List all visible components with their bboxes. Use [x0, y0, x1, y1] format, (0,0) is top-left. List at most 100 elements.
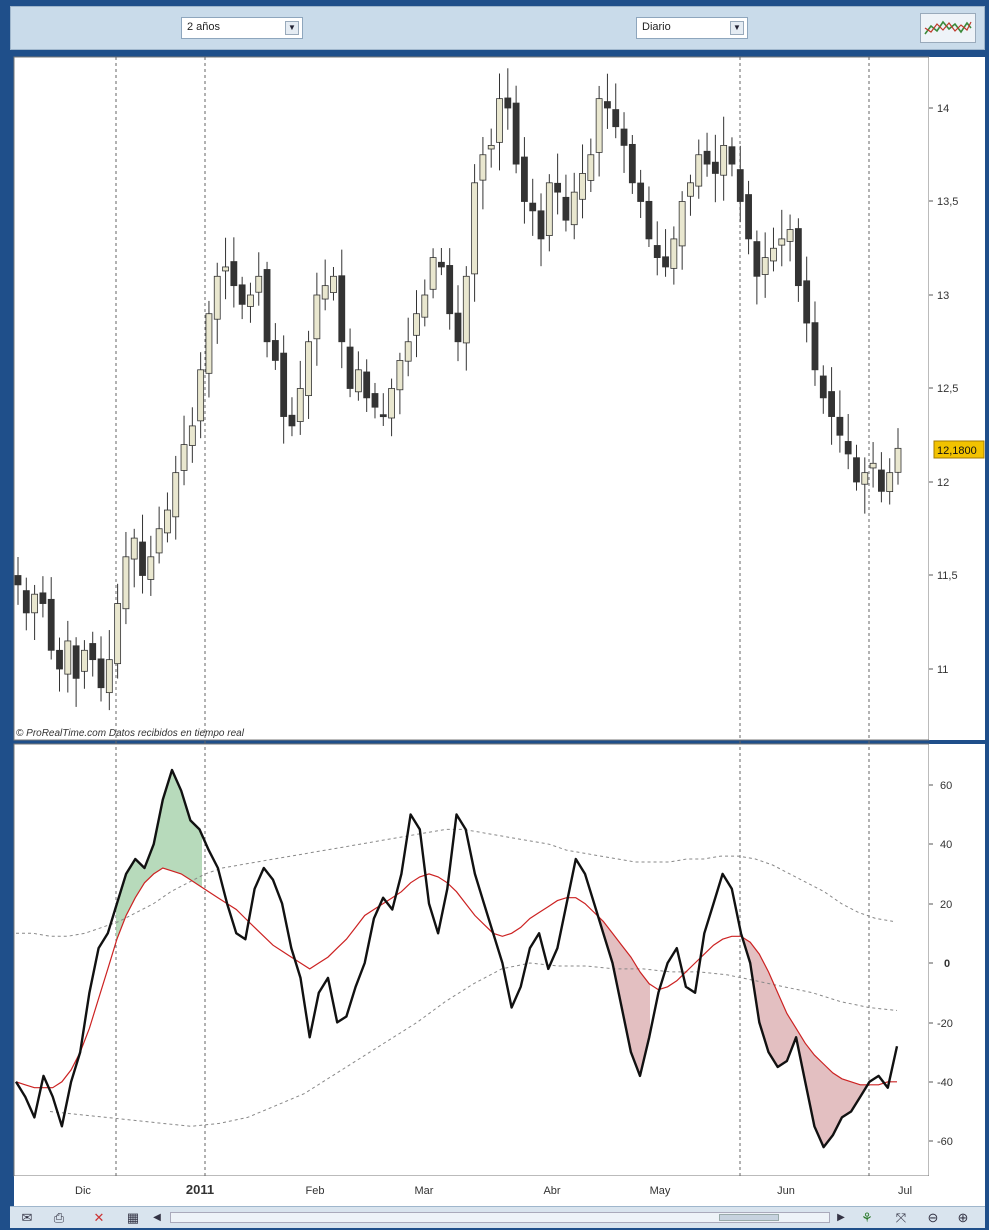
candle-body — [139, 541, 146, 576]
osc-tick-label: 60 — [940, 780, 952, 792]
candle-body — [637, 182, 645, 202]
candle-body — [238, 284, 246, 305]
candle-body — [288, 414, 296, 427]
status-bar: ✉ ⎙ ✕ ▦ ◀ ▶ ⚘ ⤧ ⊖ ⊕ — [10, 1206, 985, 1228]
x-axis-panel — [14, 1176, 985, 1206]
data-source-watermark: © ProRealTime.com Datos recibidos en tie… — [16, 728, 245, 739]
candle-body — [579, 173, 586, 200]
candle-body — [180, 444, 188, 471]
candle-body — [147, 556, 155, 580]
x-tick-label: Mar — [415, 1185, 434, 1197]
candle-body — [720, 144, 728, 176]
calculator-icon[interactable]: ▦ — [126, 1210, 140, 1225]
candle-body — [313, 294, 321, 340]
candle-body — [604, 101, 611, 109]
candle-body — [81, 649, 88, 672]
candle-body — [172, 472, 180, 518]
candle-body — [22, 590, 30, 614]
candle-body — [363, 371, 371, 399]
scroll-left-icon[interactable]: ◀ — [153, 1212, 161, 1223]
price-tick-label: 11 — [937, 664, 948, 676]
candle-body — [853, 457, 860, 483]
period-select-value: 2 años — [187, 21, 221, 33]
scroll-right-icon[interactable]: ▶ — [837, 1212, 845, 1223]
candle-body — [354, 369, 362, 393]
price-tag-box — [933, 440, 985, 459]
zoom-fit-icon[interactable]: ⤧ — [895, 1210, 907, 1225]
candle-body — [155, 528, 163, 554]
candle-body — [745, 194, 752, 240]
candle-body — [819, 375, 827, 399]
zoom-in-icon[interactable]: ⊕ — [957, 1210, 969, 1225]
candle-body — [487, 144, 495, 150]
signal-line — [15, 867, 897, 1089]
candle-body — [570, 191, 578, 226]
candle-body — [794, 228, 802, 287]
candle-body — [379, 414, 387, 418]
x-tick-label: Jun — [777, 1185, 795, 1197]
chart-type-button[interactable] — [920, 13, 976, 43]
osc-axis-panel — [929, 744, 985, 1176]
price-axis-panel — [929, 57, 985, 740]
mail-icon[interactable]: ✉ — [21, 1210, 33, 1225]
candle-body — [620, 128, 628, 146]
x-tick-label: 2011 — [186, 1182, 214, 1197]
candle-body — [164, 509, 171, 534]
interval-select-value: Diario — [642, 21, 671, 33]
candle-body — [869, 462, 877, 469]
print-icon[interactable]: ⎙ — [53, 1210, 65, 1225]
oscillator-line — [14, 768, 899, 1149]
chart-toolbar: 2 años ▼ Diario ▼ — [10, 6, 985, 50]
candle-body — [770, 247, 777, 262]
candle-body — [413, 313, 420, 336]
candle-body — [446, 265, 454, 315]
candle-body — [587, 154, 595, 181]
indicator-icon[interactable]: ⚘ — [861, 1210, 873, 1225]
x-axis: Dic 2011 Feb Mar Abr May Jun Jul — [75, 1182, 912, 1197]
candle-body — [255, 275, 263, 293]
price-tag-text: 12,1800 — [937, 445, 977, 457]
candle-body — [753, 241, 761, 277]
candle-body — [778, 238, 786, 246]
x-tick-label: Feb — [306, 1185, 325, 1197]
candle-body — [545, 182, 553, 236]
period-select[interactable]: 2 años ▼ — [181, 17, 303, 39]
candle-body — [89, 643, 97, 661]
candle-body — [836, 416, 844, 436]
price-tick-label: 14 — [937, 103, 949, 115]
interval-select[interactable]: Diario ▼ — [636, 17, 748, 39]
candle-body — [429, 257, 437, 290]
candle-body — [695, 154, 703, 187]
candle-body — [662, 256, 669, 268]
candle-body — [263, 269, 271, 343]
candle-body — [803, 280, 811, 324]
candle-body — [678, 201, 686, 247]
lower-band-line — [49, 962, 898, 1127]
candle-body — [628, 143, 636, 184]
candle-body — [504, 97, 512, 109]
candle-body — [462, 275, 470, 344]
candle-body — [894, 447, 902, 473]
candle-body — [670, 238, 678, 269]
osc-tick-label: 40 — [940, 839, 952, 851]
delete-icon[interactable]: ✕ — [93, 1210, 105, 1225]
candle-body — [612, 109, 620, 128]
scrollbar-thumb[interactable] — [719, 1214, 779, 1221]
oscillator-panel — [13, 743, 930, 1177]
x-tick-label: Jul — [898, 1185, 912, 1197]
candle-body — [114, 603, 122, 665]
candle-body — [703, 150, 711, 165]
chevron-down-icon: ▼ — [285, 21, 299, 35]
horizontal-scrollbar[interactable] — [170, 1212, 830, 1223]
candle-body — [47, 598, 55, 651]
zoom-out-icon[interactable]: ⊖ — [927, 1210, 939, 1225]
candle-body — [371, 393, 379, 408]
candle-body — [653, 245, 661, 259]
candle-body — [105, 659, 113, 694]
oscillator-axis: 60 40 20 0 -20 -40 -60 — [929, 780, 953, 1148]
candle-body — [437, 261, 445, 268]
chart-type-icon — [924, 20, 972, 35]
candle-body — [761, 257, 769, 275]
price-tick-label: 13,5 — [937, 196, 958, 208]
